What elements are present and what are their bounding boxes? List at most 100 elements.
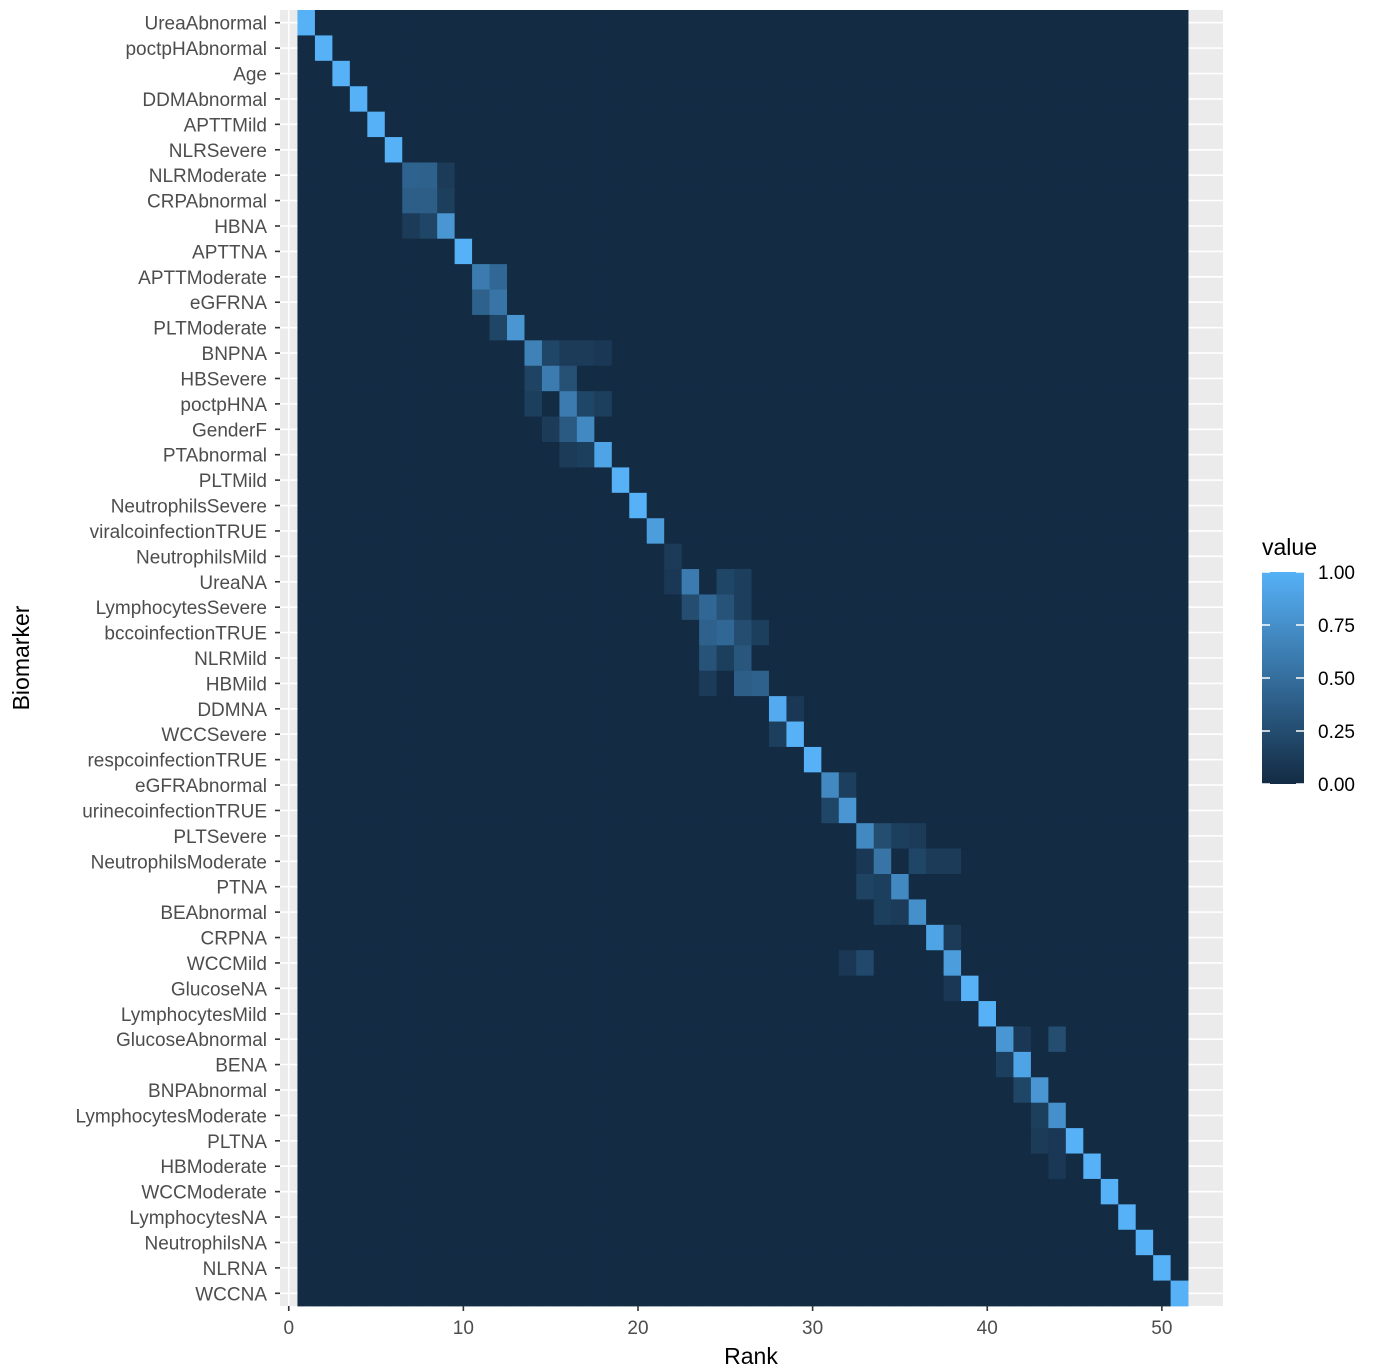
y-axis-title: Biomarker	[8, 605, 34, 710]
heatmap-cell	[908, 696, 927, 722]
heatmap-cell	[961, 950, 979, 977]
heatmap-cell	[943, 492, 962, 519]
heatmap-cell	[349, 137, 368, 163]
heatmap-cell	[734, 60, 752, 87]
heatmap-cell	[1135, 442, 1154, 468]
heatmap-cell	[314, 213, 333, 240]
heatmap-cell	[978, 1178, 997, 1205]
legend-tick-label: 1.00	[1318, 563, 1355, 584]
heatmap-cell	[664, 1204, 683, 1231]
heatmap-cell	[768, 238, 787, 265]
heatmap-cell	[1048, 1128, 1067, 1154]
heatmap-cell	[314, 543, 333, 570]
heatmap-cell	[1083, 10, 1102, 36]
heatmap-cell	[419, 924, 438, 951]
heatmap-cell	[995, 1051, 1014, 1078]
heatmap-cell	[926, 111, 944, 138]
heatmap-cell	[1153, 746, 1172, 773]
heatmap-cell	[1100, 1051, 1119, 1078]
heatmap-cell	[402, 670, 421, 697]
heatmap-cell	[646, 1102, 665, 1129]
heatmap-cell	[1100, 670, 1119, 697]
heatmap-cell	[891, 1229, 910, 1256]
heatmap-cell	[437, 1280, 456, 1307]
heatmap-cell	[1065, 645, 1084, 672]
heatmap-cell	[454, 1255, 473, 1281]
heatmap-cell	[611, 619, 630, 646]
heatmap-cell	[541, 340, 560, 367]
heatmap-cell	[803, 1280, 822, 1307]
heatmap-cell	[803, 975, 822, 1002]
heatmap-cell	[961, 1255, 979, 1281]
heatmap-cell	[559, 797, 578, 824]
heatmap-cell	[838, 35, 857, 62]
heatmap-cell	[576, 137, 595, 163]
heatmap-cell	[873, 1204, 892, 1231]
heatmap-cell	[891, 1026, 910, 1053]
heatmap-cell	[803, 264, 822, 290]
heatmap-cell	[524, 1255, 543, 1281]
heatmap-cell	[751, 594, 770, 621]
heatmap-cell	[384, 1255, 403, 1281]
heatmap-cell	[1100, 924, 1119, 951]
heatmap-cell	[419, 1280, 438, 1307]
heatmap-cell	[908, 823, 927, 849]
heatmap-cell	[716, 137, 735, 163]
heatmap-cell	[367, 1077, 386, 1104]
heatmap-cell	[367, 619, 386, 646]
heatmap-cell	[1135, 1026, 1154, 1053]
heatmap-cell	[821, 1229, 840, 1256]
heatmap-cell	[664, 924, 683, 951]
heatmap-cell	[489, 442, 508, 468]
heatmap-cell	[559, 35, 578, 62]
heatmap-cell	[768, 619, 787, 646]
heatmap-cell	[524, 213, 543, 240]
heatmap-cell	[384, 518, 403, 545]
heatmap-cell	[961, 492, 979, 519]
heatmap-cell	[384, 86, 403, 113]
heatmap-cell	[472, 86, 490, 113]
heatmap-cell	[803, 1128, 822, 1154]
heatmap-cell	[1135, 1077, 1154, 1104]
heatmap-cell	[1100, 899, 1119, 926]
heatmap-cell	[314, 975, 333, 1002]
heatmap-cell	[664, 543, 683, 570]
heatmap-cell	[681, 594, 700, 621]
heatmap-cell	[349, 696, 368, 722]
heatmap-cell	[472, 213, 490, 240]
heatmap-cell	[961, 1001, 979, 1027]
heatmap-cell	[1170, 187, 1189, 214]
heatmap-cell	[472, 1204, 490, 1231]
heatmap-cell	[664, 264, 683, 290]
heatmap-cell	[384, 1128, 403, 1154]
heatmap-cell	[576, 467, 595, 494]
heatmap-cell	[751, 1178, 770, 1205]
heatmap-cell	[699, 874, 717, 900]
heatmap-cell	[786, 721, 805, 748]
heatmap-cell	[419, 1204, 438, 1231]
heatmap-cell	[541, 416, 560, 443]
heatmap-cell	[594, 1229, 613, 1256]
heatmap-cell	[734, 213, 752, 240]
heatmap-cell	[943, 1026, 962, 1053]
heatmap-cell	[1030, 187, 1049, 214]
heatmap-cell	[978, 213, 997, 240]
heatmap-cell	[611, 645, 630, 672]
heatmap-cell	[454, 238, 473, 265]
heatmap-cell	[1065, 696, 1084, 722]
heatmap-cell	[349, 518, 368, 545]
heatmap-cell	[926, 746, 944, 773]
heatmap-cell	[437, 162, 456, 189]
heatmap-cell	[751, 924, 770, 951]
heatmap-cell	[367, 365, 386, 392]
heatmap-cell	[384, 670, 403, 697]
heatmap-cell	[1118, 1153, 1137, 1180]
heatmap-cell	[454, 442, 473, 468]
heatmap-cell	[891, 264, 910, 290]
heatmap-cell	[926, 1102, 944, 1129]
heatmap-cell	[838, 442, 857, 468]
heatmap-cell	[454, 111, 473, 138]
heatmap-cell	[821, 187, 840, 214]
heatmap-cell	[1030, 1204, 1049, 1231]
heatmap-cell	[384, 874, 403, 900]
